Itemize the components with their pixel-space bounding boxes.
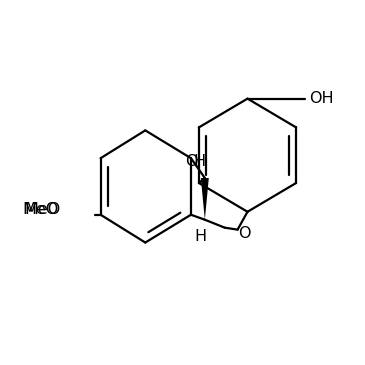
Text: H: H — [193, 154, 205, 169]
Text: MeO: MeO — [22, 202, 59, 217]
Text: H: H — [195, 228, 207, 243]
Text: OH: OH — [309, 91, 334, 106]
Text: MeO: MeO — [24, 202, 61, 217]
Text: O: O — [238, 226, 250, 241]
Polygon shape — [201, 178, 209, 220]
Text: O: O — [185, 154, 197, 169]
